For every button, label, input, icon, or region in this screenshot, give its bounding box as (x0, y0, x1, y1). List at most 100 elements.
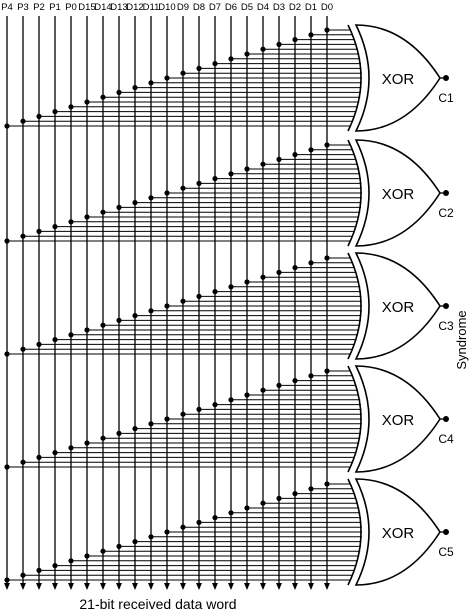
junction-dot (228, 397, 234, 403)
junction-dot (164, 303, 170, 309)
xor-body (354, 365, 441, 473)
junction-dot (84, 214, 90, 220)
footer-label: 21-bit received data word (79, 596, 236, 612)
xor-body (354, 252, 441, 360)
xor-gate-c5: XOR C5 (347, 478, 454, 586)
junction-dot (84, 99, 90, 105)
output-dot (443, 529, 449, 535)
arrowhead-d12 (132, 583, 138, 590)
junction-dot (68, 104, 74, 110)
junction-dot (164, 75, 170, 81)
arrowhead-d13 (116, 583, 122, 590)
xor-gate-c1: XOR C1 (347, 24, 454, 132)
junction-dot (52, 109, 58, 115)
junction-dot (100, 322, 106, 328)
junction-dot (132, 426, 138, 432)
bit-label-p3: P3 (17, 2, 29, 13)
arrowhead-p0 (68, 583, 74, 590)
bit-label-d2: D2 (289, 2, 301, 13)
junction-dot (4, 238, 10, 244)
gate-type-label: XOR (382, 525, 415, 542)
junction-dot (244, 166, 250, 172)
gate-type-label: XOR (382, 186, 415, 203)
output-dot (443, 303, 449, 309)
junction-dot (228, 56, 234, 62)
junction-dot (292, 491, 298, 497)
junction-dot (276, 495, 282, 501)
xor-gate-c4: XOR C4 (347, 365, 454, 473)
arrowhead-d4 (260, 583, 266, 590)
junction-dot (244, 51, 250, 57)
junction-dot (132, 200, 138, 206)
junction-dot (212, 289, 218, 295)
xor-gate-c2: XOR C2 (347, 139, 454, 247)
junction-dot (20, 118, 26, 124)
xor-back-curve (347, 139, 362, 247)
output-dot (443, 416, 449, 422)
junction-dot (148, 308, 154, 314)
junction-dot (68, 219, 74, 225)
junction-dot (180, 411, 186, 417)
arrowhead-d15 (84, 583, 90, 590)
bit-label-d15: D15 (78, 2, 95, 13)
junction-dot (52, 450, 58, 456)
junction-dot (4, 123, 10, 129)
bit-label-d6: D6 (225, 2, 237, 13)
junction-dot (52, 224, 58, 230)
junction-dot (20, 459, 26, 465)
junction-dot (180, 524, 186, 530)
junction-dot (308, 373, 314, 379)
bit-label-d1: D1 (305, 2, 317, 13)
junction-dot (212, 515, 218, 521)
junction-dot (228, 171, 234, 177)
junction-dot (4, 577, 10, 583)
bit-label-p4: P4 (1, 2, 13, 13)
junction-dot (212, 176, 218, 182)
arrowhead-d6 (228, 583, 234, 590)
bit-label-d7: D7 (209, 2, 221, 13)
junction-dot (324, 255, 330, 261)
arrowhead-d0 (324, 583, 330, 590)
bit-label-d10: D10 (158, 2, 175, 13)
junction-dot (36, 454, 42, 460)
junction-dot (116, 543, 122, 550)
junction-dot (308, 32, 314, 38)
junction-dot (20, 233, 26, 239)
junction-dot (132, 85, 138, 91)
junction-dot (116, 317, 122, 323)
gate-type-label: XOR (382, 412, 415, 429)
junction-dot (148, 534, 154, 540)
junction-dot (84, 553, 90, 559)
junction-dot (324, 142, 330, 148)
bit-label-d9: D9 (177, 2, 189, 13)
junction-dot (276, 269, 282, 275)
junction-dot (116, 204, 122, 210)
junction-dot (20, 572, 26, 578)
arrowhead-p3 (20, 583, 26, 590)
syndrome-label: Syndrome (454, 310, 469, 369)
junction-dot (292, 152, 298, 158)
output-label-c2: C2 (438, 206, 454, 220)
arrowhead-d8 (196, 583, 202, 590)
bit-label-d4: D4 (257, 2, 269, 13)
junction-dot (100, 94, 106, 100)
junction-dot (180, 70, 186, 76)
junction-dot (292, 378, 298, 384)
junction-dot (36, 228, 42, 234)
junction-dot (164, 416, 170, 422)
junction-dot (84, 327, 90, 333)
output-label-c5: C5 (438, 545, 454, 559)
arrowhead-d11 (148, 583, 154, 590)
junction-dot (20, 346, 26, 352)
junction-dot (132, 539, 138, 545)
arrowhead-d10 (164, 583, 170, 590)
xor-back-curve (347, 365, 362, 473)
junction-dot (260, 500, 266, 506)
xor-gates: XOR C1 XOR C2 XOR C3 XOR C4 XOR C5 (347, 24, 454, 586)
junction-dot (196, 180, 202, 186)
arrowhead-d2 (292, 583, 298, 590)
junction-dot (276, 382, 282, 388)
junction-dot (164, 529, 170, 535)
junction-dot (180, 185, 186, 191)
